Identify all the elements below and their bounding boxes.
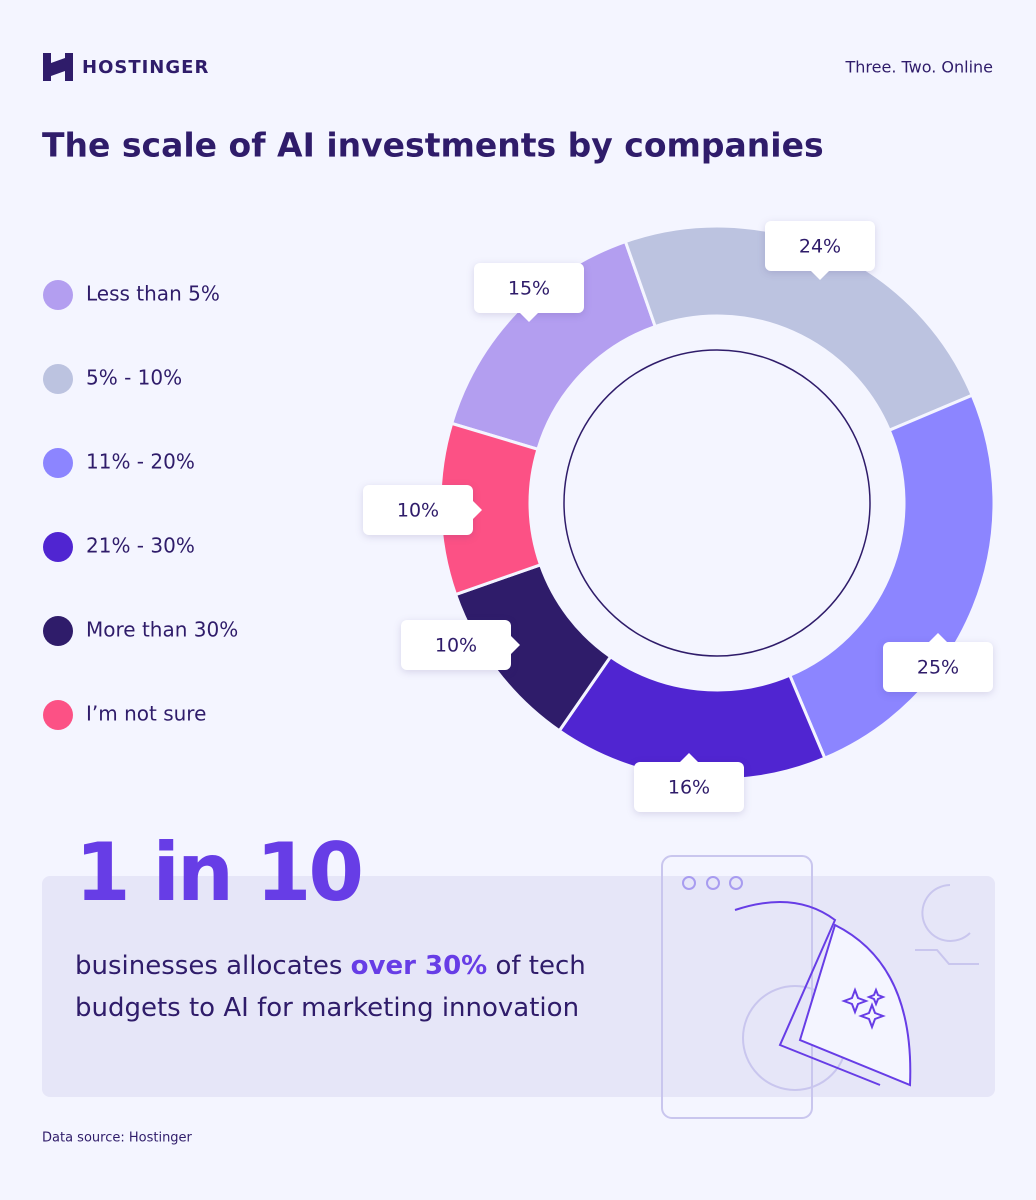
- label-pointer: [929, 633, 947, 642]
- legend-swatch: [43, 532, 73, 562]
- legend-swatch: [43, 280, 73, 310]
- callout-before: businesses allocates: [75, 951, 343, 981]
- label-pointer: [680, 753, 698, 762]
- stat: 1 in 10: [75, 826, 361, 919]
- label-pointer: [473, 501, 482, 519]
- legend-swatch: [43, 364, 73, 394]
- label-box: [401, 620, 511, 670]
- legend-swatch: [43, 448, 73, 478]
- inner-ring: [563, 349, 871, 657]
- logo-icon: [43, 53, 73, 81]
- callout-highlight: over 30%: [350, 951, 488, 981]
- label-box: [474, 263, 584, 313]
- value-label: 24%: [799, 236, 841, 258]
- value-label: 10%: [435, 635, 477, 657]
- callout-text: businesses allocates over 30% of tech bu…: [75, 945, 586, 1029]
- label-pointer: [520, 313, 538, 322]
- value-label: 16%: [668, 777, 710, 799]
- label-box: [883, 642, 993, 692]
- tagline: Three. Two. Online: [845, 58, 994, 77]
- label-box: [765, 221, 875, 271]
- legend-label: 11% - 20%: [86, 450, 195, 474]
- legend-label: Less than 5%: [86, 282, 220, 306]
- label-pointer: [811, 271, 829, 280]
- value-label: 25%: [917, 657, 959, 679]
- chart-title: The scale of AI investments by companies: [42, 126, 824, 165]
- source: Data source: Hostinger: [42, 1131, 193, 1146]
- donut-slice: [787, 393, 996, 761]
- legend-swatch: [43, 616, 73, 646]
- legend-label: I’m not sure: [86, 702, 206, 726]
- legend-swatch: [43, 700, 73, 730]
- value-label: 10%: [397, 500, 439, 522]
- donut-slice: [623, 224, 975, 433]
- label-box: [634, 762, 744, 812]
- legend-label: 5% - 10%: [86, 366, 182, 390]
- label-box: [363, 485, 473, 535]
- callout-box: [42, 876, 995, 1097]
- donut-slice: [438, 421, 543, 597]
- value-label: 15%: [508, 278, 550, 300]
- illustration: [661, 855, 979, 1119]
- legend-label: 21% - 30%: [86, 534, 195, 558]
- callout-after: of tech: [495, 951, 586, 981]
- callout-line2: budgets to AI for marketing innovation: [75, 993, 580, 1023]
- legend-label: More than 30%: [86, 618, 238, 642]
- label-pointer: [511, 636, 520, 654]
- brand: HOSTINGER: [82, 57, 209, 78]
